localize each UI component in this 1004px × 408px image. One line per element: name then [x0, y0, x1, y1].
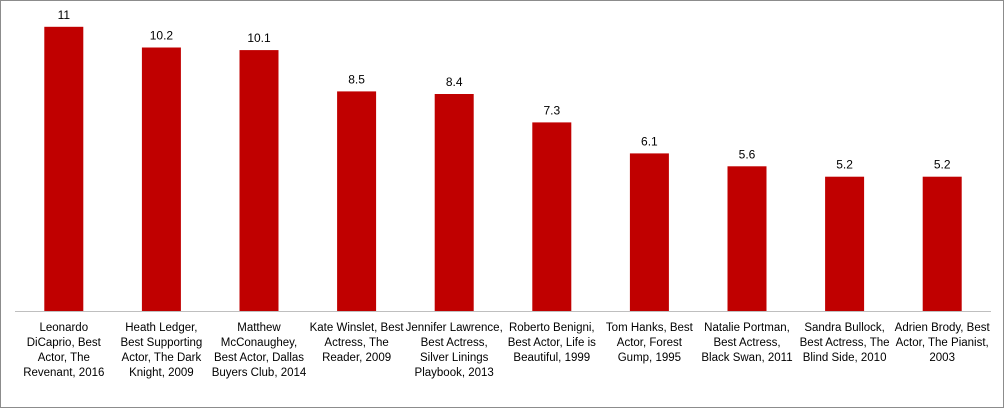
- bar: [434, 94, 474, 311]
- bars-layer: [44, 26, 962, 312]
- data-label: 11: [58, 8, 71, 22]
- bar: [727, 166, 767, 311]
- category-label: Roberto Benigni, Best Actor, Life is Bea…: [507, 322, 596, 364]
- category-label: Jennifer Lawrence, Best Actress, Silver …: [405, 322, 503, 379]
- bar: [825, 176, 865, 311]
- data-label: 8.5: [348, 72, 365, 86]
- value-labels-layer: 11 10.2 10.1 8.5 8.4 7.3 6.1 5.6 5.2 5.2: [58, 8, 951, 172]
- data-label: 6.1: [641, 134, 658, 148]
- bar: [239, 50, 279, 311]
- data-label: 10.2: [150, 29, 174, 43]
- category-label: Leonardo DiCaprio, Best Actor, The Reven…: [23, 322, 105, 379]
- category-label: Tom Hanks, Best Actor, Forest Gump, 1995: [605, 322, 693, 364]
- data-label: 5.2: [934, 158, 951, 172]
- bar: [44, 26, 84, 312]
- category-label: Adrien Brody, Best Actor, The Pianist, 2…: [894, 322, 990, 364]
- data-label: 8.4: [446, 75, 463, 89]
- data-label: 5.6: [739, 147, 756, 161]
- bar: [629, 153, 669, 311]
- category-label: Sandra Bullock, Best Actress, The Blind …: [799, 322, 890, 364]
- data-label: 5.2: [836, 158, 853, 172]
- category-label: Heath Ledger, Best Supporting Actor, The…: [120, 322, 203, 379]
- category-label: Kate Winslet, Best Actress, The Reader, …: [309, 322, 404, 364]
- bar: [337, 91, 377, 312]
- bar: [141, 47, 181, 311]
- data-label: 10.1: [247, 31, 271, 45]
- bar: [532, 122, 572, 312]
- category-label: Natalie Portman, Best Actress, Black Swa…: [701, 322, 793, 364]
- category-label: Matthew McConaughey, Best Actor, Dallas …: [211, 322, 307, 379]
- data-label: 7.3: [543, 103, 560, 117]
- bar: [922, 176, 962, 311]
